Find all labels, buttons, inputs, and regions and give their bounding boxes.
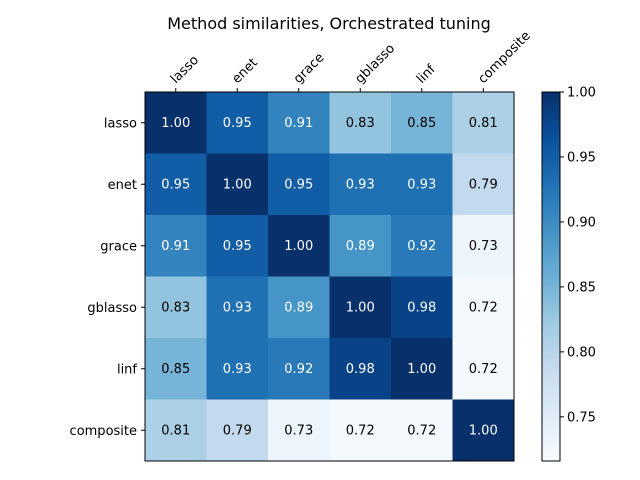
- y-tick-label: lasso: [104, 116, 137, 131]
- heatmap-cell: [329, 338, 392, 400]
- chart-title: Method similarities, Orchestrated tuning: [167, 14, 491, 33]
- colorbar-ticks: 0.75 0.80 0.85 0.90 0.95 1.00: [560, 86, 596, 425]
- cell-value-label: 0.95: [223, 116, 252, 131]
- plot-frame: [144, 91, 515, 462]
- heatmap-cell: [329, 92, 392, 154]
- cell-value-label: 0.98: [407, 300, 436, 315]
- cell-value-label: 1.00: [284, 239, 313, 254]
- heatmap-cell: [145, 338, 207, 400]
- cell-value-label: 0.81: [469, 116, 498, 131]
- cell-value-label: 0.91: [161, 239, 190, 254]
- colorbar-tick-label: 0.85: [567, 280, 596, 295]
- heatmap-cell: [145, 215, 207, 277]
- heatmap-cell: [206, 276, 269, 339]
- heatmap-cell: [206, 215, 269, 277]
- heatmap-cell: [452, 399, 515, 462]
- cell-value-label: 0.93: [223, 300, 252, 315]
- cell-value-label: 0.72: [407, 423, 436, 438]
- heatmap-cell: [329, 276, 392, 339]
- heatmap-cell: [268, 215, 330, 277]
- heatmap-cell: [391, 92, 453, 154]
- cell-value-label: 0.79: [469, 177, 498, 192]
- heatmap-cell: [452, 338, 515, 400]
- x-tick-label: composite: [475, 29, 533, 87]
- y-axis: lasso enet grace gblasso linf composite: [70, 116, 145, 439]
- heatmap-cell: [268, 399, 330, 462]
- heatmap-cell: [268, 338, 330, 400]
- heatmap-cell: [329, 153, 392, 216]
- heatmap-cell: [145, 399, 207, 462]
- x-tick-label: grace: [291, 50, 328, 87]
- y-tick-label: linf: [117, 362, 137, 377]
- cell-value-label: 0.89: [346, 239, 375, 254]
- cell-value-label: 0.73: [469, 239, 498, 254]
- colorbar: 0.75 0.80 0.85 0.90 0.95 1.00: [541, 86, 596, 462]
- colorbar-tick-label: 0.80: [567, 345, 596, 360]
- heatmap-cell: [206, 92, 269, 154]
- heatmap-cell: [391, 153, 453, 216]
- cell-value-label: 1.00: [346, 300, 375, 315]
- x-tick-label: enet: [229, 55, 260, 86]
- heatmap-cell: [391, 338, 453, 400]
- colorbar-tick-label: 1.00: [567, 86, 596, 101]
- cell-value-label: 0.72: [346, 423, 375, 438]
- x-tick-label: gblasso: [352, 41, 398, 87]
- heatmap-cell: [452, 276, 515, 339]
- heatmap-cell: [145, 276, 207, 339]
- cell-value-label: 0.93: [223, 362, 252, 377]
- heatmap-cell: [206, 338, 269, 400]
- cell-value-label: 1.00: [469, 423, 498, 438]
- cell-value-label: 0.95: [284, 177, 313, 192]
- cell-value-label: 0.92: [407, 239, 436, 254]
- cell-value-label: 0.79: [223, 423, 252, 438]
- cell-value-label: 0.98: [346, 362, 375, 377]
- heatmap-cell: [268, 153, 330, 216]
- x-tick-label: lasso: [168, 53, 202, 87]
- heatmap-cell: [329, 215, 392, 277]
- heatmap-cell: [452, 92, 515, 154]
- cell-value-label: 0.85: [407, 116, 436, 131]
- heatmap-cell: [145, 92, 207, 154]
- cell-value-label: 1.00: [161, 116, 190, 131]
- y-tick-label: gblasso: [87, 301, 137, 316]
- cell-value-label: 0.72: [469, 362, 498, 377]
- heatmap-cell: [206, 153, 269, 216]
- cell-value-label: 1.00: [407, 362, 436, 377]
- colorbar-tick-label: 0.90: [567, 215, 596, 230]
- cell-value-label: 0.72: [469, 300, 498, 315]
- y-tick-label: grace: [100, 239, 137, 254]
- x-axis-top: lasso enet grace gblasso linf composite: [168, 29, 534, 92]
- cell-value-label: 0.92: [284, 362, 313, 377]
- heatmap-cell: [391, 276, 453, 339]
- colorbar-tick-label: 0.75: [567, 410, 596, 425]
- heatmap-cell: [452, 215, 515, 277]
- heatmap-cell: [206, 399, 269, 462]
- colorbar-tick-label: 0.95: [567, 150, 596, 165]
- cell-value-label: 0.95: [161, 177, 190, 192]
- heatmap-cell: [268, 92, 330, 154]
- heatmap-cell: [452, 153, 515, 216]
- cell-value-label: 0.93: [346, 177, 375, 192]
- heatmap-cell: [391, 215, 453, 277]
- cell-value-label: 0.95: [223, 239, 252, 254]
- cell-value-label: 0.91: [284, 116, 313, 131]
- y-tick-label: enet: [108, 178, 137, 193]
- x-tick-label: linf: [414, 62, 439, 87]
- heatmap-cell: [329, 399, 392, 462]
- cell-value-label: 0.83: [346, 116, 375, 131]
- cell-value-label: 0.93: [407, 177, 436, 192]
- heatmap-cell: [391, 399, 453, 462]
- cell-value-label: 0.89: [284, 300, 313, 315]
- cell-value-label: 0.85: [161, 362, 190, 377]
- heatmap-cell: [268, 276, 330, 339]
- cell-value-label: 1.00: [223, 177, 252, 192]
- y-tick-label: composite: [70, 424, 137, 439]
- heatmap-cell: [145, 153, 207, 216]
- cell-value-label: 0.83: [161, 300, 190, 315]
- heatmap-cells: 1.00 0.95 0.91 0.83 0.85 0.81 0.95 1.00 0.95 0.93…: [145, 92, 515, 462]
- cell-value-label: 0.73: [284, 423, 313, 438]
- cell-value-label: 0.81: [161, 423, 190, 438]
- colorbar-gradient: [541, 91, 561, 462]
